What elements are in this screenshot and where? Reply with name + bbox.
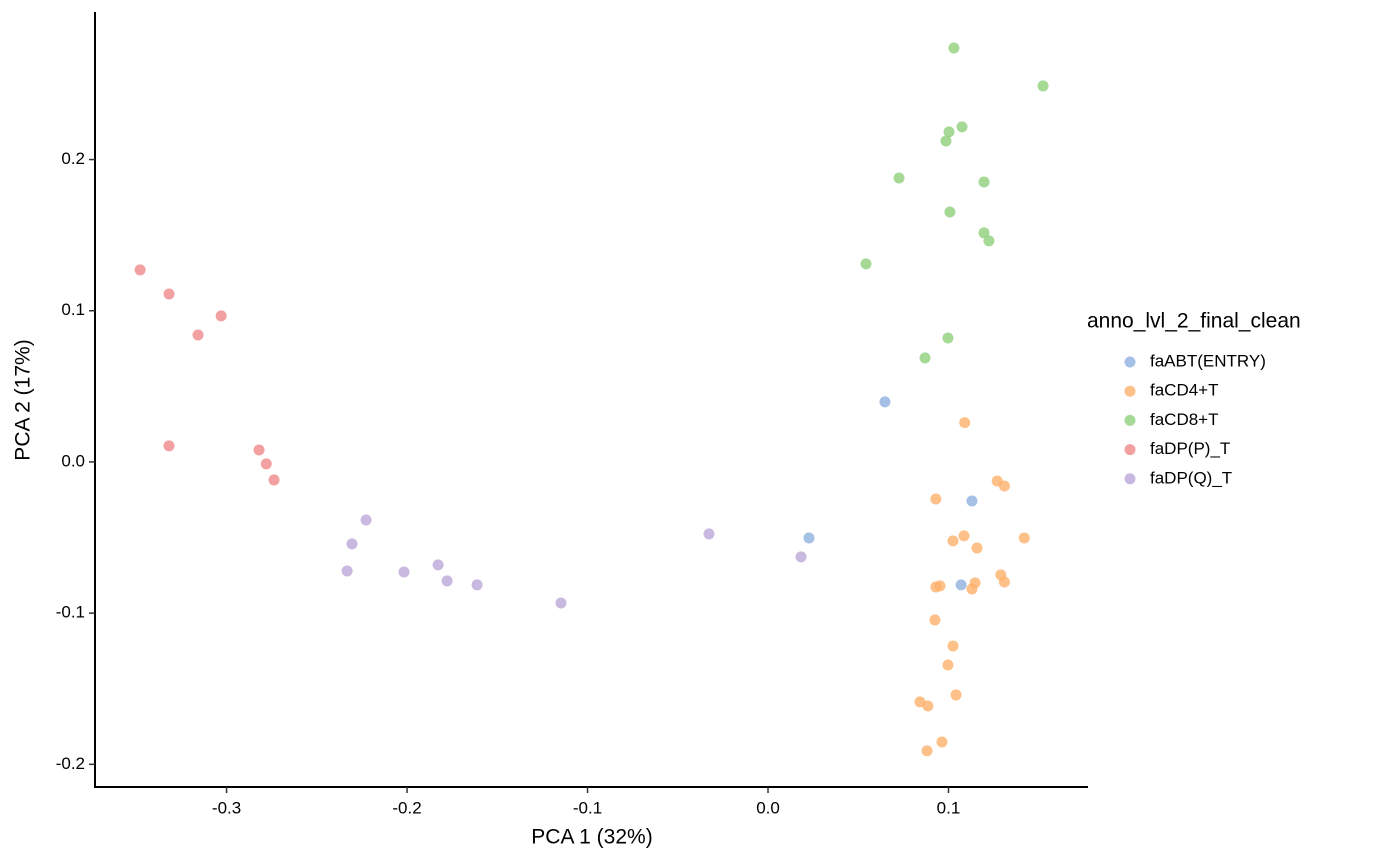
x-tick-label: -0.3 <box>212 798 241 817</box>
point <box>360 514 372 526</box>
point <box>947 640 959 652</box>
point <box>936 736 948 748</box>
point <box>944 206 956 218</box>
y-tick-label: 0.2 <box>61 149 85 168</box>
point <box>942 332 954 344</box>
x-tick-label: 0.1 <box>937 798 961 817</box>
legend-marker <box>1124 385 1136 397</box>
point <box>950 689 962 701</box>
point <box>134 264 146 276</box>
point <box>1037 80 1049 92</box>
point <box>971 542 983 554</box>
point <box>930 493 942 505</box>
point <box>163 288 175 300</box>
point <box>795 551 807 563</box>
point <box>966 495 978 507</box>
point <box>192 329 204 341</box>
point <box>703 528 715 540</box>
point <box>940 135 952 147</box>
point <box>966 583 978 595</box>
point <box>998 480 1010 492</box>
point <box>922 700 934 712</box>
point <box>260 458 272 470</box>
point <box>978 227 990 239</box>
point <box>943 126 955 138</box>
point <box>471 579 483 591</box>
point <box>163 440 175 452</box>
point <box>215 310 227 322</box>
point <box>803 532 815 544</box>
legend-label: faCD8+T <box>1150 410 1219 429</box>
point <box>998 576 1010 588</box>
point <box>398 566 410 578</box>
point <box>432 559 444 571</box>
legend-marker <box>1124 356 1136 368</box>
point <box>955 579 967 591</box>
legend-marker <box>1124 473 1136 485</box>
point <box>346 538 358 550</box>
point <box>341 565 353 577</box>
y-axis-label: PCA 2 (17%) <box>12 339 35 460</box>
point <box>893 172 905 184</box>
legend-label: faCD4+T <box>1150 381 1219 400</box>
y-tick-label: 0.1 <box>61 300 85 319</box>
point <box>879 396 891 408</box>
x-tick-label: 0.0 <box>756 798 780 817</box>
point <box>555 597 567 609</box>
point <box>919 352 931 364</box>
x-tick-label: -0.1 <box>573 798 602 817</box>
point <box>942 659 954 671</box>
legend-label: faDP(P)_T <box>1150 439 1230 458</box>
point <box>958 530 970 542</box>
y-tick-label: 0.0 <box>61 451 85 470</box>
y-tick-label: -0.2 <box>56 754 85 773</box>
x-tick-label: -0.2 <box>392 798 421 817</box>
point <box>959 417 971 429</box>
point <box>268 474 280 486</box>
point <box>921 745 933 757</box>
legend-marker <box>1124 444 1136 456</box>
point <box>860 258 872 270</box>
legend-title: anno_lvl_2_final_clean <box>1087 310 1301 333</box>
point <box>441 575 453 587</box>
point <box>253 444 265 456</box>
point <box>948 42 960 54</box>
point <box>930 581 942 593</box>
legend-label: faABT(ENTRY) <box>1150 351 1266 370</box>
point <box>978 176 990 188</box>
point <box>983 235 995 247</box>
point <box>947 535 959 547</box>
legend-label: faDP(Q)_T <box>1150 468 1232 487</box>
point <box>929 614 941 626</box>
point <box>1018 532 1030 544</box>
x-axis-label: PCA 1 (32%) <box>531 826 652 849</box>
y-tick-label: -0.1 <box>56 603 85 622</box>
point <box>956 121 968 133</box>
legend-marker <box>1124 414 1136 426</box>
